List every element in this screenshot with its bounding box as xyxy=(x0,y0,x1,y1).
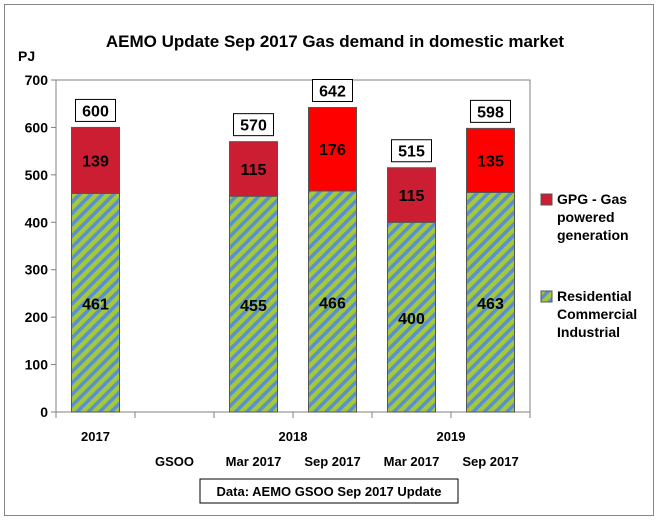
bar-gpg xyxy=(71,126,120,194)
total-label-box xyxy=(391,139,432,163)
x-category-year-label: 2018 xyxy=(279,429,308,444)
y-tick-label: 700 xyxy=(25,72,49,88)
x-category-sub-label: Mar 2017 xyxy=(384,454,440,469)
plot-area-border xyxy=(55,79,531,413)
legend-label-gpg: GPG - Gas xyxy=(557,191,627,207)
bar-value-label: 466 xyxy=(319,295,346,312)
total-label-box xyxy=(75,98,116,122)
source-note: Data: AEMO GSOO Sep 2017 Update xyxy=(217,484,442,499)
x-category-year-label: 2017 xyxy=(81,429,110,444)
legend-label-residential: Industrial xyxy=(557,324,620,340)
total-label-box xyxy=(312,79,353,103)
y-tick-label: 300 xyxy=(25,262,49,278)
y-tick-label: 100 xyxy=(25,357,49,373)
total-label: 515 xyxy=(398,144,425,161)
legend-label-gpg: powered xyxy=(557,209,615,225)
y-tick-label: 400 xyxy=(25,214,49,230)
bar-residential-commercial-industrial xyxy=(229,195,278,413)
bar-value-label: 176 xyxy=(319,142,346,159)
total-label-box xyxy=(233,113,274,137)
bar-value-label: 461 xyxy=(82,297,109,314)
legend-label-residential: Residential xyxy=(557,288,632,304)
x-category-year-label: 2019 xyxy=(437,429,466,444)
bar-value-label: 400 xyxy=(398,311,425,328)
total-label-box xyxy=(470,99,511,123)
total-label: 642 xyxy=(319,84,346,101)
legend-swatch-gpg xyxy=(540,193,553,206)
bar-residential-commercial-industrial xyxy=(308,190,357,413)
legend-label-residential: Commercial xyxy=(557,306,637,322)
source-note-box xyxy=(199,478,459,504)
bar-value-label: 115 xyxy=(399,188,425,205)
bar-residential-commercial-industrial xyxy=(387,221,436,413)
y-tick-label: 200 xyxy=(25,309,49,325)
bar-value-label: 135 xyxy=(477,153,504,170)
total-label: 598 xyxy=(477,104,504,121)
y-tick-label: 600 xyxy=(25,119,49,135)
x-category-sub-label: GSOO xyxy=(155,454,194,469)
total-label: 570 xyxy=(240,118,267,135)
bar-gpg xyxy=(229,141,278,197)
bar-residential-commercial-industrial xyxy=(71,192,120,413)
chart-title: AEMO Update Sep 2017 Gas demand in domes… xyxy=(106,32,565,51)
x-category-sub-label: Sep 2017 xyxy=(304,454,360,469)
y-tick-label: 0 xyxy=(40,404,48,420)
bar-residential-commercial-industrial xyxy=(466,191,515,413)
legend-label-gpg: generation xyxy=(557,227,629,243)
total-label: 600 xyxy=(82,103,109,120)
bar-value-label: 115 xyxy=(241,162,267,179)
x-category-sub-label: Mar 2017 xyxy=(226,454,282,469)
y-axis-unit-label: PJ xyxy=(18,48,35,64)
bar-gpg xyxy=(466,127,515,193)
bar-gpg xyxy=(387,167,436,223)
y-tick-label: 500 xyxy=(25,167,49,183)
x-category-sub-label: Sep 2017 xyxy=(462,454,518,469)
bar-value-label: 139 xyxy=(82,153,109,170)
bar-gpg xyxy=(308,107,357,192)
bar-value-label: 455 xyxy=(240,298,267,315)
legend-swatch-residential xyxy=(540,290,553,303)
bar-value-label: 463 xyxy=(477,296,504,313)
